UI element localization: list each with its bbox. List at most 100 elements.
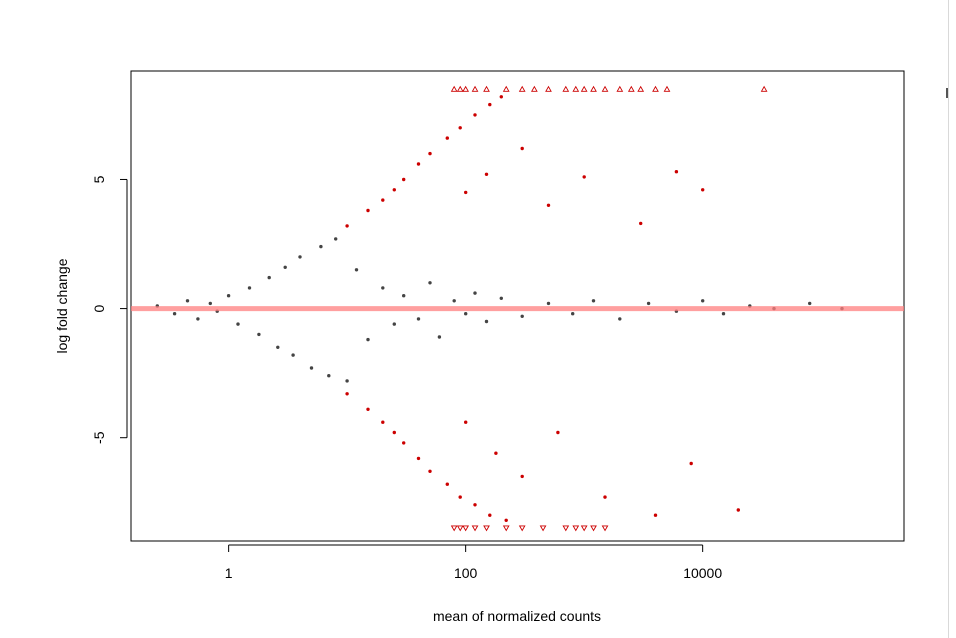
outlier-up-triangle — [530, 85, 538, 92]
point-not-significant — [267, 275, 271, 280]
outlier-up-triangle — [562, 85, 570, 92]
y-axis-title: log fold change — [54, 258, 70, 353]
point-significant — [428, 469, 432, 473]
point-significant — [416, 456, 421, 461]
point-not-significant — [452, 299, 456, 303]
point-significant — [488, 513, 492, 517]
point-significant — [402, 441, 406, 445]
outlier-up-triangle — [502, 85, 510, 92]
outlier-down-triangle — [601, 525, 609, 532]
point-significant — [392, 188, 396, 192]
point-not-significant — [591, 299, 596, 303]
point-significant — [473, 113, 477, 117]
point-not-significant — [618, 317, 622, 321]
point-not-significant — [327, 374, 331, 378]
pane-divider — [948, 0, 949, 638]
point-significant — [546, 203, 551, 207]
point-significant — [366, 407, 370, 411]
x-tick-label: 1 — [225, 565, 233, 581]
outlier-up-triangle — [616, 85, 624, 92]
point-significant — [445, 136, 449, 140]
outlier-up-triangle — [572, 85, 580, 92]
point-not-significant — [319, 244, 323, 249]
outlier-up-triangle — [652, 85, 659, 92]
point-significant — [381, 198, 385, 202]
point-not-significant — [701, 299, 705, 303]
point-significant — [458, 126, 462, 130]
point-significant — [520, 146, 524, 151]
point-significant — [416, 162, 421, 166]
point-not-significant — [298, 255, 302, 259]
point-not-significant — [208, 301, 212, 306]
point-not-significant — [276, 345, 280, 349]
outlier-down-triangle — [572, 525, 580, 532]
point-not-significant — [257, 332, 261, 337]
y-tick-label: 5 — [91, 175, 107, 183]
point-not-significant — [226, 294, 231, 298]
outlier-up-triangle — [637, 85, 645, 92]
point-significant — [366, 208, 370, 213]
point-significant — [504, 518, 508, 522]
outlier-down-triangle — [562, 525, 570, 532]
outlier-down-triangle — [450, 525, 458, 532]
point-not-significant — [392, 322, 396, 326]
point-not-significant — [416, 317, 421, 321]
point-significant — [402, 177, 406, 182]
point-not-significant — [437, 335, 442, 339]
outlier-up-triangle — [456, 85, 464, 92]
outlier-up-triangle — [601, 85, 609, 92]
point-significant — [736, 508, 740, 512]
point-not-significant — [283, 265, 287, 269]
outlier-up-triangle — [760, 85, 768, 92]
point-significant — [488, 102, 492, 107]
outlier-up-triangle — [483, 85, 490, 92]
y-axis: 5 0 -5 — [91, 175, 128, 444]
point-significant — [603, 495, 607, 499]
point-not-significant — [354, 268, 359, 272]
point-significant — [556, 430, 560, 435]
outlier-down-triangle — [539, 525, 547, 532]
point-significant — [494, 451, 498, 455]
point-not-significant — [499, 296, 503, 300]
point-not-significant — [646, 301, 651, 306]
point-significant — [639, 221, 643, 226]
point-not-significant — [291, 353, 295, 357]
point-not-significant — [381, 286, 385, 290]
pane-divider-handle[interactable] — [946, 88, 948, 98]
point-not-significant — [334, 237, 338, 241]
outlier-down-triangle — [462, 525, 470, 532]
point-not-significant — [464, 312, 468, 316]
point-significant — [689, 461, 693, 466]
point-significant — [345, 224, 349, 228]
point-not-significant — [402, 294, 406, 298]
outlier-up-triangle — [462, 85, 470, 92]
point-significant — [392, 430, 396, 435]
outlier-up-triangle — [518, 85, 526, 92]
point-not-significant — [345, 379, 349, 383]
point-not-significant — [236, 322, 240, 326]
point-not-significant — [484, 319, 489, 324]
point-not-significant — [721, 312, 726, 316]
x-tick-label: 100 — [454, 565, 478, 581]
plot-frame — [130, 70, 905, 542]
point-not-significant — [546, 301, 551, 306]
outlier-down-triangle — [483, 525, 490, 532]
outlier-up-triangle — [450, 85, 458, 92]
outlier-down-triangle — [518, 525, 526, 532]
point-significant — [701, 188, 705, 192]
point-significant — [499, 95, 503, 99]
point-significant — [582, 175, 586, 179]
point-not-significant — [172, 312, 177, 316]
outlier-down-triangle — [580, 525, 588, 532]
point-not-significant — [473, 291, 477, 295]
x-axis: 1 100 10000 — [225, 544, 722, 581]
outlier-up-triangle — [580, 85, 588, 92]
point-not-significant — [571, 312, 575, 316]
point-significant — [445, 482, 449, 486]
point-significant — [484, 172, 489, 176]
point-not-significant — [808, 301, 812, 306]
y-tick-label: -5 — [91, 431, 107, 444]
point-significant — [458, 495, 462, 499]
outlier-down-triangle — [590, 525, 597, 532]
